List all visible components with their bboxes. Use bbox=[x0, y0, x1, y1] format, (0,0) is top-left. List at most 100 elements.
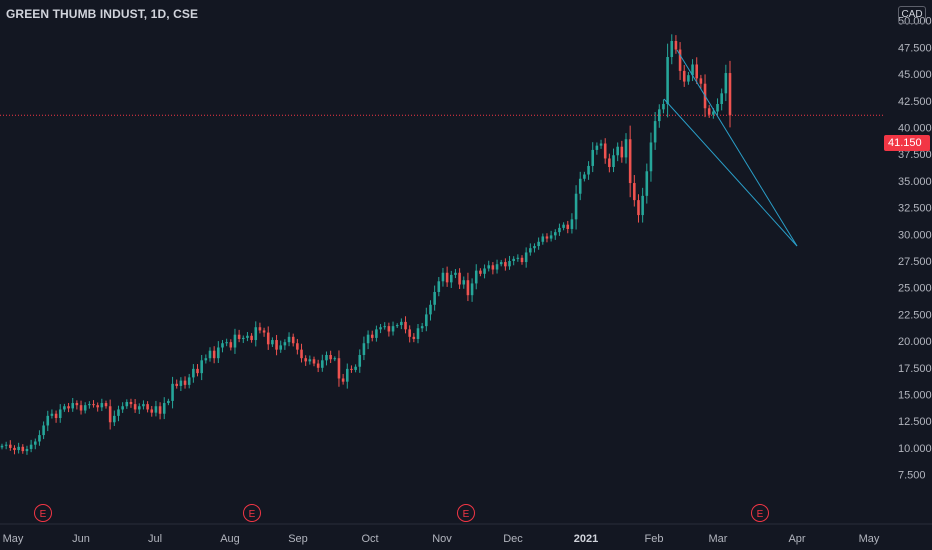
candle bbox=[200, 354, 203, 381]
candle-body bbox=[558, 227, 561, 233]
candle bbox=[83, 402, 87, 414]
candle-body bbox=[312, 359, 316, 364]
candle bbox=[491, 262, 495, 275]
earnings-marker[interactable]: E bbox=[34, 504, 52, 522]
candle bbox=[537, 237, 540, 250]
candle-body bbox=[562, 224, 565, 228]
candle bbox=[487, 260, 491, 272]
candle-body bbox=[329, 354, 332, 360]
earnings-marker[interactable]: E bbox=[751, 504, 769, 522]
candle-body bbox=[483, 268, 486, 274]
candle-body bbox=[624, 139, 628, 158]
candle-body bbox=[58, 409, 62, 418]
candle-body bbox=[653, 121, 657, 143]
candle-body bbox=[333, 358, 337, 360]
candle-body bbox=[566, 224, 570, 229]
candle-body bbox=[212, 350, 216, 359]
candle-body bbox=[545, 236, 549, 239]
candle bbox=[204, 354, 208, 364]
y-axis[interactable]: 7.500 10.000 12.500 15.000 17.500 20.000 22.50… bbox=[898, 0, 932, 482]
candle bbox=[38, 430, 41, 446]
candle bbox=[574, 185, 578, 230]
candle bbox=[483, 264, 486, 279]
candle bbox=[637, 194, 640, 223]
candle-body bbox=[666, 57, 669, 105]
currency-badge[interactable]: CAD bbox=[898, 6, 926, 24]
y-tick-label: 52.500 bbox=[898, 0, 932, 1]
candle bbox=[445, 266, 449, 287]
candle bbox=[54, 410, 58, 423]
x-tick-label: Sep bbox=[288, 533, 308, 545]
candle bbox=[92, 400, 95, 408]
candle bbox=[633, 175, 636, 207]
candle bbox=[75, 400, 79, 410]
candle-body bbox=[287, 336, 291, 343]
candle bbox=[0, 443, 4, 450]
candle bbox=[670, 34, 674, 65]
candle-body bbox=[603, 143, 607, 159]
earnings-marker[interactable]: E bbox=[457, 504, 475, 522]
candle-body bbox=[183, 380, 187, 385]
candle bbox=[46, 410, 50, 432]
candle-body bbox=[121, 406, 124, 410]
candle-body bbox=[179, 380, 183, 386]
candle-body bbox=[416, 328, 420, 339]
x-tick-label: Jul bbox=[148, 533, 162, 545]
candle-body bbox=[499, 262, 503, 265]
trendlines[interactable] bbox=[663, 49, 798, 247]
wedge-lower-line[interactable] bbox=[663, 98, 798, 247]
candle-body bbox=[104, 403, 108, 407]
x-tick-label: Apr bbox=[788, 533, 805, 545]
candle bbox=[687, 71, 690, 85]
y-tick-label: 32.500 bbox=[898, 203, 932, 215]
candle-body bbox=[441, 272, 445, 282]
candle bbox=[358, 349, 362, 373]
candle-body bbox=[620, 146, 624, 158]
candle-body bbox=[591, 149, 595, 166]
candle bbox=[29, 439, 33, 453]
candle bbox=[449, 270, 453, 288]
candle-body bbox=[462, 280, 466, 285]
candle bbox=[649, 132, 653, 182]
candle-body bbox=[541, 236, 545, 242]
candle bbox=[13, 445, 16, 455]
candle-body bbox=[549, 235, 553, 239]
candle-body bbox=[429, 304, 432, 315]
candle bbox=[291, 333, 295, 347]
x-axis[interactable]: May Jun Jul Aug Sep Oct Nov Dec 2021 Feb Mar Apr May bbox=[3, 533, 880, 545]
candle-body bbox=[420, 326, 424, 329]
candle bbox=[33, 438, 37, 450]
candle bbox=[583, 171, 586, 182]
candle bbox=[217, 341, 220, 363]
candle-body bbox=[125, 401, 129, 407]
candle-body bbox=[304, 358, 307, 362]
candle-body bbox=[21, 446, 25, 452]
candle bbox=[350, 365, 353, 373]
earnings-marker[interactable]: E bbox=[243, 504, 261, 522]
wedge-upper-line[interactable] bbox=[676, 49, 798, 247]
symbol-title[interactable]: GREEN THUMB INDUST, 1D, CSE bbox=[6, 7, 199, 21]
candle-body bbox=[237, 334, 241, 339]
candle bbox=[587, 161, 590, 180]
y-tick-label: 37.500 bbox=[898, 149, 932, 161]
candle bbox=[429, 300, 432, 321]
candle-body bbox=[454, 272, 457, 275]
earnings-label: E bbox=[757, 509, 764, 520]
candle-body bbox=[33, 441, 37, 445]
candle-body bbox=[578, 178, 582, 194]
candle-body bbox=[354, 366, 357, 370]
candle bbox=[383, 322, 387, 330]
candle bbox=[25, 445, 29, 455]
candle bbox=[366, 330, 370, 350]
candle-body bbox=[67, 406, 70, 409]
candle bbox=[300, 343, 303, 363]
candle-body bbox=[200, 360, 203, 374]
candle bbox=[387, 322, 391, 337]
earnings-circle bbox=[34, 504, 52, 522]
candle-body bbox=[71, 403, 75, 409]
candle-body bbox=[387, 326, 391, 332]
candle bbox=[316, 359, 320, 373]
candle bbox=[96, 402, 99, 412]
